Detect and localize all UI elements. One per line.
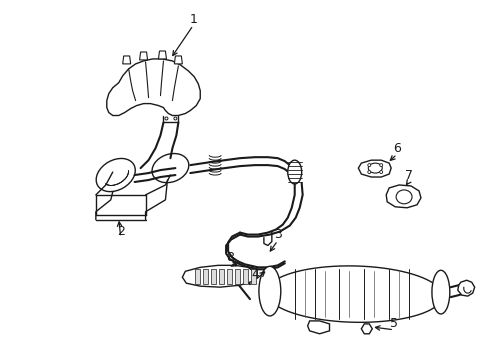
- Text: 8: 8: [225, 251, 234, 264]
- Text: 3: 3: [273, 228, 281, 241]
- Ellipse shape: [152, 153, 188, 183]
- Polygon shape: [457, 280, 474, 296]
- Ellipse shape: [379, 164, 382, 167]
- Polygon shape: [250, 269, 255, 284]
- Polygon shape: [386, 185, 420, 208]
- Ellipse shape: [287, 160, 301, 184]
- Ellipse shape: [367, 163, 382, 173]
- Polygon shape: [158, 51, 166, 59]
- Text: 6: 6: [392, 142, 400, 155]
- Polygon shape: [235, 269, 240, 284]
- Polygon shape: [243, 269, 247, 284]
- Polygon shape: [174, 56, 182, 64]
- Text: 2: 2: [117, 225, 124, 238]
- Ellipse shape: [367, 164, 370, 167]
- Polygon shape: [361, 324, 371, 334]
- Text: 4: 4: [250, 268, 258, 281]
- Polygon shape: [358, 160, 390, 177]
- Text: 7: 7: [404, 168, 412, 181]
- Ellipse shape: [431, 270, 449, 314]
- Text: 5: 5: [389, 318, 397, 330]
- Ellipse shape: [174, 117, 177, 120]
- Polygon shape: [226, 269, 232, 284]
- Polygon shape: [307, 321, 329, 334]
- Ellipse shape: [164, 117, 167, 120]
- Ellipse shape: [395, 190, 411, 204]
- Polygon shape: [106, 59, 200, 116]
- Polygon shape: [266, 266, 442, 322]
- Polygon shape: [203, 269, 208, 284]
- Ellipse shape: [96, 158, 135, 192]
- Polygon shape: [122, 56, 130, 64]
- Ellipse shape: [367, 171, 370, 174]
- Polygon shape: [195, 269, 200, 284]
- Ellipse shape: [258, 266, 280, 316]
- Text: 1: 1: [189, 13, 197, 26]
- Polygon shape: [211, 269, 216, 284]
- Polygon shape: [182, 265, 254, 287]
- Polygon shape: [219, 269, 224, 284]
- Polygon shape: [139, 52, 147, 60]
- Ellipse shape: [379, 171, 382, 174]
